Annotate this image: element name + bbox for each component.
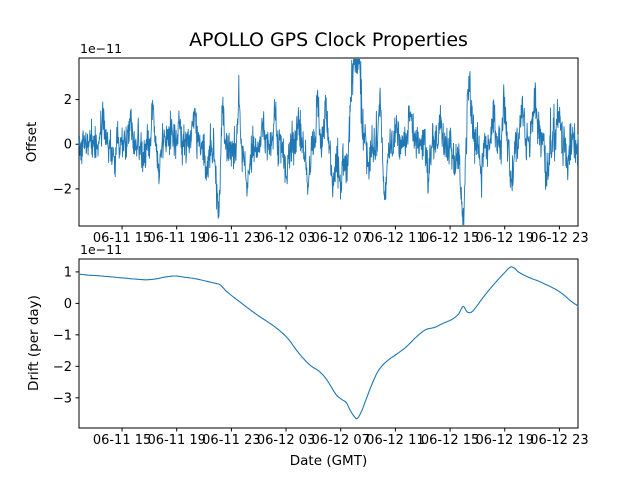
y-tick-label: −2 <box>53 182 72 197</box>
x-tick-label: 06-11 19 <box>147 433 205 448</box>
x-tick-label: 06-12 07 <box>312 231 370 246</box>
offset-y-scale-exponent: 1e−11 <box>80 41 122 56</box>
y-tick-label: −3 <box>53 391 72 406</box>
x-tick-label: 06-12 11 <box>366 231 424 246</box>
x-tick-label: 06-12 03 <box>257 231 315 246</box>
x-tick-label: 06-11 23 <box>202 433 260 448</box>
y-tick-label: −2 <box>53 360 72 375</box>
x-tick-label: 06-12 23 <box>530 231 588 246</box>
drift-series-line <box>78 266 579 420</box>
y-tick-label: 2 <box>64 93 72 108</box>
y-tick-label: 0 <box>64 138 72 153</box>
y-tick-label: 1 <box>64 265 72 280</box>
y-tick-label: 0 <box>64 297 72 312</box>
x-tick-label: 06-12 03 <box>257 433 315 448</box>
offset-y-axis-label: Offset <box>24 122 40 163</box>
x-tick-label: 06-12 15 <box>421 231 479 246</box>
x-tick-label: 06-11 23 <box>202 231 260 246</box>
drift-subplot: 1e−11 Drift (per day) Date (GMT) 06-11 1… <box>26 242 589 469</box>
drift-y-scale-exponent: 1e−11 <box>80 242 122 257</box>
x-tick-label: 06-12 19 <box>476 231 534 246</box>
x-tick-label: 06-11 15 <box>93 231 151 246</box>
x-tick-label: 06-12 11 <box>366 433 424 448</box>
x-tick-label: 06-12 07 <box>312 433 370 448</box>
chart-title: APOLLO GPS Clock Properties <box>189 29 468 51</box>
x-tick-label: 06-11 19 <box>147 231 205 246</box>
x-tick-label: 06-12 23 <box>530 433 588 448</box>
y-tick-label: −1 <box>53 328 72 343</box>
x-tick-label: 06-12 19 <box>476 433 534 448</box>
x-tick-label: 06-12 15 <box>421 433 479 448</box>
offset-series-line <box>78 58 579 226</box>
x-axis-label: Date (GMT) <box>290 453 367 469</box>
drift-y-axis-label: Drift (per day) <box>26 295 42 391</box>
axes-frame <box>78 258 579 429</box>
x-tick-label: 06-11 15 <box>93 433 151 448</box>
